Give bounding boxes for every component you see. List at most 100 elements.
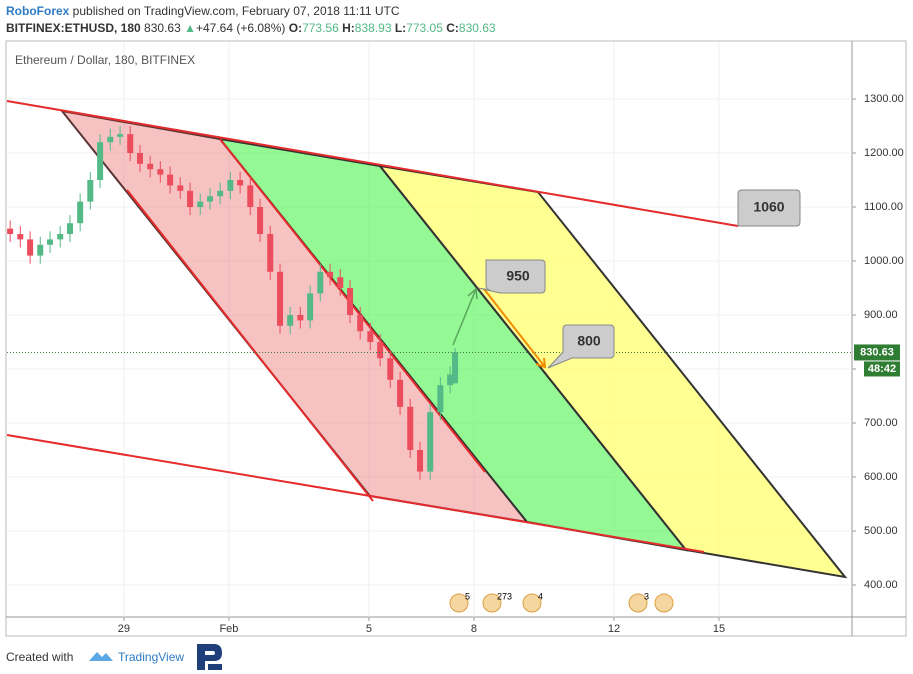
arrow: ▲	[184, 21, 196, 35]
candle-body	[327, 271, 334, 278]
candle-body	[452, 352, 459, 384]
candle-body	[77, 201, 84, 224]
candle-body	[57, 234, 64, 240]
candle-body	[397, 379, 404, 407]
footer: Created with TradingView	[0, 640, 913, 674]
l-val: 773.05	[406, 21, 443, 35]
candle-body	[217, 190, 224, 197]
callout-label: 800	[577, 333, 601, 349]
callout	[477, 259, 546, 294]
o-label: O:	[288, 21, 303, 35]
frame	[5, 40, 907, 637]
y-tick-label: 600.00	[864, 471, 898, 483]
candle-body	[237, 180, 244, 186]
candle-body	[317, 271, 324, 294]
candle-body	[157, 169, 164, 175]
candle-body	[377, 342, 384, 359]
down-arrow	[483, 288, 546, 368]
event-icon	[654, 593, 674, 613]
callout-label: 1060	[753, 199, 784, 215]
event-count: 3	[644, 591, 649, 601]
candle-body	[167, 174, 174, 186]
header: RoboForex published on TradingView.com, …	[6, 3, 496, 37]
o-val: 773.56	[302, 21, 339, 35]
x-tick-label: Feb	[219, 623, 238, 635]
candle-body	[447, 374, 454, 386]
candle-body	[37, 244, 44, 256]
down-arrow-head	[535, 357, 547, 369]
candle-body	[67, 223, 74, 235]
y-tick-label: 900.00	[864, 309, 898, 321]
y-tick-label: 500.00	[864, 525, 898, 537]
candle-body	[47, 239, 54, 245]
x-tick-label: 5	[366, 623, 372, 635]
callout	[737, 189, 801, 227]
x-tick-label: 8	[471, 623, 477, 635]
candle-body	[147, 163, 154, 170]
event-count: 4	[538, 591, 543, 601]
candle-body	[227, 180, 234, 191]
top-trendline	[6, 100, 739, 227]
tv-logo	[89, 652, 113, 661]
bottom-trendline	[6, 434, 705, 553]
c-val: 830.63	[458, 21, 496, 35]
callout	[547, 324, 615, 369]
callout-label: 950	[506, 268, 530, 284]
x-tick-label: 29	[118, 623, 130, 635]
candle-body	[287, 315, 294, 326]
candle-body	[247, 185, 254, 208]
roboforex-logo	[194, 642, 224, 672]
candle-body	[87, 180, 94, 202]
candle-body	[257, 207, 264, 235]
candle-body	[427, 412, 434, 472]
candle-body	[187, 190, 194, 208]
candle-body	[207, 196, 214, 202]
event-icon	[522, 593, 542, 613]
candles	[7, 126, 852, 480]
brand: TradingView	[118, 650, 185, 664]
y-tick-label: 1000.00	[864, 255, 904, 267]
candle-body	[337, 277, 344, 289]
candle-body	[107, 136, 114, 143]
last: 830.63	[144, 21, 181, 35]
candle-body	[437, 385, 444, 413]
candle-body	[197, 201, 204, 208]
candle-body	[97, 142, 104, 181]
candle-body	[357, 315, 364, 332]
event-count: 273	[497, 591, 512, 601]
published: published on TradingView.com, February 0…	[69, 4, 400, 18]
countdown: 48:42	[868, 363, 896, 375]
candle-body	[267, 234, 274, 272]
candle-body	[297, 315, 304, 321]
candle-body	[117, 134, 124, 137]
change: +47.64 (+6.08%)	[195, 21, 286, 35]
h-val: 838.93	[354, 21, 392, 35]
last-price-box	[854, 344, 900, 361]
candle-body	[177, 185, 184, 191]
y-tick-label: 700.00	[864, 417, 898, 429]
symbol: BITFINEX:ETHUSD, 180	[6, 21, 141, 35]
event-icon	[449, 593, 469, 613]
candle-body	[407, 406, 414, 450]
event-count: 5	[465, 591, 470, 601]
candle-body	[387, 358, 394, 380]
chart-title: Ethereum / Dollar, 180, BITFINEX	[15, 53, 195, 67]
axes: 400.00500.00600.00700.00800.00900.001000…	[118, 93, 904, 635]
x-tick-label: 15	[713, 623, 725, 635]
countdown-box	[864, 361, 900, 377]
y-tick-label: 1100.00	[864, 201, 903, 213]
candle-body	[127, 134, 134, 154]
chart: Ethereum / Dollar, 180, BITFINEX 950 800…	[5, 40, 907, 637]
candle-body	[367, 331, 374, 342]
candle-body	[277, 271, 284, 326]
candle-body	[27, 239, 34, 256]
x-tick-label: 12	[608, 623, 620, 635]
event-icon	[628, 593, 648, 613]
author: RoboForex	[6, 4, 70, 18]
events: 5 273 4 3	[449, 591, 674, 613]
quote-line: BITFINEX:ETHUSD, 180 830.63 ▲+47.64 (+6.…	[6, 20, 496, 37]
up-arrow-head	[467, 287, 478, 300]
candle-body	[307, 293, 314, 321]
h-label: H:	[342, 21, 355, 35]
event-icon	[482, 593, 502, 613]
